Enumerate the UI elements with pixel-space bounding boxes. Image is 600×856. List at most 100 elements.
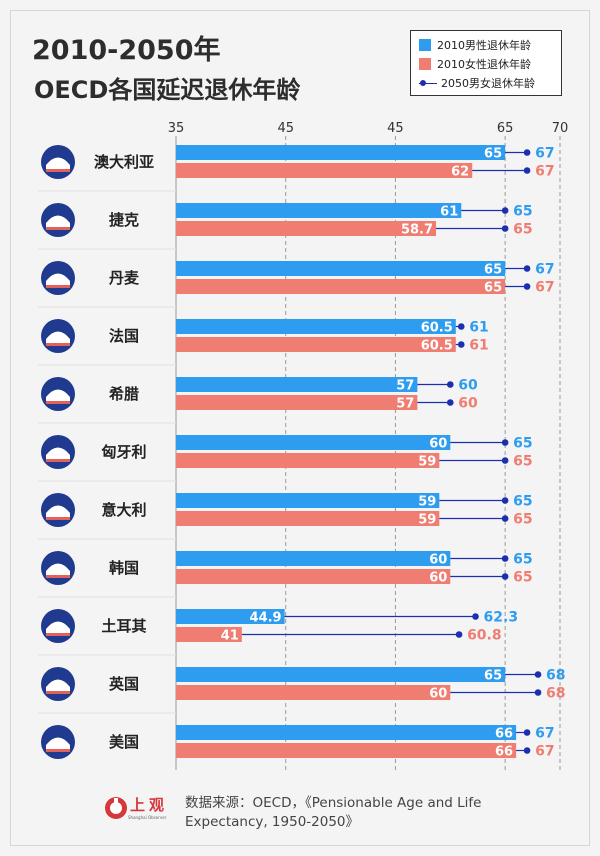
source-line-2: Expectancy, 1950-2050》 [185,814,360,830]
shanghai-observer-logo-icon [105,797,127,819]
legend-item-2050: 2050男女退休年龄 [419,75,535,91]
bar-value-label-male: 59 [418,495,436,510]
bar-female-2010 [176,511,440,526]
bar-value-label-male: 60 [429,553,447,568]
icon-landmark-base [46,633,70,636]
label-2050-male: 65 [513,552,532,568]
dot-2050-male [523,265,531,272]
dot-2050-female [501,573,509,580]
bar-female-2010 [176,279,506,294]
bar-value-label-female: 59 [418,455,436,470]
x-tick-label: 45 [387,121,404,136]
bar-male-2010 [176,667,506,682]
legend-label-2050: 2050男女退休年龄 [441,77,535,90]
bar-male-2010 [176,203,462,218]
bar-value-label-female: 58.7 [401,223,433,238]
chart-title-line2: OECD各国延迟退休年龄 [34,76,301,104]
dot-2050-female [457,341,465,348]
bar-male-2010 [176,261,506,276]
legend-item-male-2010: 2010男性退休年龄 [419,37,531,53]
dot-2050-female [446,399,454,406]
dot-2050-male [457,323,465,330]
bar-female-2010 [176,395,418,410]
icon-landmark-shape [46,679,70,692]
dot-2050-male [523,149,531,156]
country-label: 澳大利亚 [94,153,154,171]
bar-value-label-female: 60 [429,571,447,586]
legend-label-male-2010: 2010男性退休年龄 [437,39,531,52]
bar-value-label-male: 65 [484,263,502,278]
bar-value-label-female: 65 [484,281,502,296]
bar-value-label-female: 66 [495,745,513,760]
x-tick-label: 45 [277,121,294,136]
bar-female-2010 [176,453,440,468]
bar-male-2010 [176,145,506,160]
bar-value-label-male: 60.5 [421,321,453,336]
dot-2050-male [501,439,509,446]
bar-female-2010 [176,221,437,236]
logo-text: 上观 [130,796,169,814]
country-label: 美国 [109,733,139,751]
country-label: 丹麦 [109,269,140,287]
label-2050-male: 67 [535,726,554,742]
bar-female-2010 [176,337,456,352]
icon-landmark-base [46,285,70,288]
bar-value-label-male: 66 [495,727,513,742]
icon-landmark-shape [46,157,70,170]
label-2050-male: 65 [513,494,532,510]
bar-value-label-male: 65 [484,669,502,684]
icon-landmark-shape [46,737,70,750]
icon-landmark-shape [46,563,70,576]
label-2050-male: 65 [513,436,532,452]
icon-landmark-shape [46,447,70,460]
label-2050-female: 65 [513,512,532,528]
bar-female-2010 [176,163,473,178]
x-tick-label: 70 [552,121,569,136]
icon-landmark-base [46,575,70,578]
dot-2050-female [501,225,509,232]
source-line-1: 数据来源：OECD，《Pensionable Age and Life [185,795,482,811]
bar-male-2010 [176,493,440,508]
bar-value-label-male: 65 [484,147,502,162]
dot-2050-female [523,167,531,174]
bar-value-label-male: 61 [440,205,458,220]
dot-2050-female [534,689,542,696]
label-2050-female: 61 [469,338,488,354]
dot-2050-male [534,671,542,678]
bar-male-2010 [176,609,285,624]
icon-landmark-shape [46,389,70,402]
country-label: 希腊 [109,385,139,403]
label-2050-male: 62.3 [484,610,519,626]
label-2050-female: 65 [513,570,532,586]
bar-male-2010 [176,377,418,392]
label-2050-female: 60.8 [467,628,502,644]
legend-line-marker [419,77,437,89]
icon-landmark-base [46,343,70,346]
legend-swatch-male [419,39,431,51]
dot-2050-female [501,515,509,522]
dot-2050-female [501,457,509,464]
bar-value-label-female: 62 [451,165,469,180]
bar-male-2010 [176,551,451,566]
legend-swatch-female [419,58,431,70]
label-2050-female: 67 [535,164,554,180]
dot-2050-male [501,497,509,504]
country-label: 韩国 [109,559,139,577]
bar-value-label-female: 60.5 [421,339,453,354]
country-label: 法国 [109,327,139,345]
bar-male-2010 [176,435,451,450]
dot-2050-female [523,283,531,290]
bar-value-label-female: 59 [418,513,436,528]
chart-title-line1: 2010-2050年 [32,35,221,66]
dot-2050-male [501,207,509,214]
country-label: 匈牙利 [101,443,146,461]
icon-landmark-base [46,401,70,404]
data-source-note: 数据来源：OECD，《Pensionable Age and Life Expe… [185,794,545,832]
icon-landmark-shape [46,621,70,634]
x-tick-label: 35 [168,121,185,136]
label-2050-male: 60 [458,378,478,394]
label-2050-male: 67 [535,262,554,278]
label-2050-female: 67 [535,744,554,760]
